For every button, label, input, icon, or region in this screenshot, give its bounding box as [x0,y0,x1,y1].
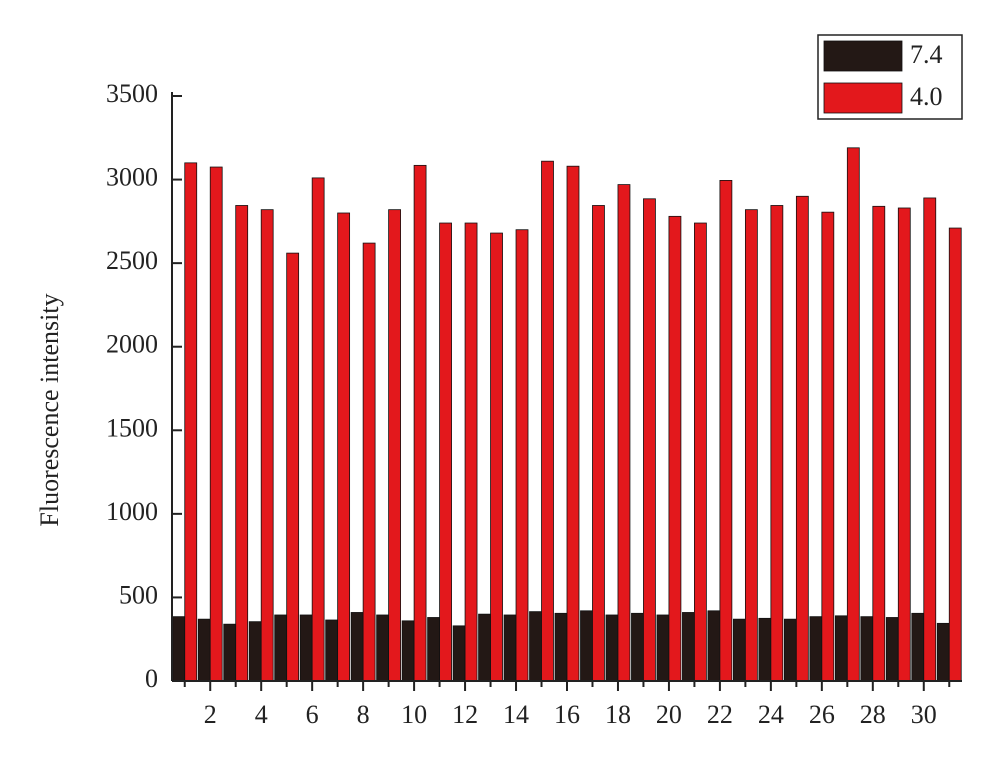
bar [872,205,886,682]
bar [846,147,860,682]
bar [401,620,415,682]
bar [744,209,758,682]
bar [592,205,605,682]
bar [223,623,237,682]
bar [770,205,784,682]
y-tick-label: 3000 [106,163,158,192]
bar [707,610,721,682]
x-tick-label: 16 [554,700,580,729]
x-tick-label: 18 [605,700,631,729]
x-tick-label: 30 [911,700,937,729]
bar [923,197,937,682]
bar [529,611,542,682]
bar [897,207,911,682]
bar [580,610,593,682]
bar [682,612,695,682]
bar [248,621,262,682]
bar [172,616,186,682]
bar [478,613,491,682]
bar [795,195,809,682]
bar [337,212,351,682]
bar [719,180,733,682]
y-tick-label: 2500 [106,246,158,275]
x-tick-label: 28 [860,700,886,729]
legend-label: 7.4 [910,40,943,69]
bar [605,614,619,682]
bar [631,612,644,682]
bar [541,160,554,682]
bar [515,229,529,682]
bar [758,617,772,682]
bar [656,614,670,682]
bar [834,615,848,682]
bar [388,209,401,682]
bar [733,618,746,682]
bar [311,177,325,682]
x-tick-label: 4 [255,700,268,729]
bar [413,164,427,682]
bar [490,232,503,682]
bar [260,209,274,682]
bar [911,612,925,682]
y-tick-label: 2000 [106,330,158,359]
bar [783,618,797,682]
x-tick-label: 22 [707,700,733,729]
bar [809,616,823,682]
x-tick-label: 10 [401,700,427,729]
bar [464,222,478,682]
x-tick-label: 26 [809,700,835,729]
bar [948,227,962,682]
bar [821,211,835,682]
x-tick-label: 12 [452,700,478,729]
bar [439,222,452,682]
bar [184,162,198,682]
bar [235,205,249,682]
legend-label: 4.0 [910,82,943,111]
bar [197,618,211,682]
bar [503,614,517,682]
bar [936,622,950,682]
bar [274,614,288,682]
legend-swatch [823,40,903,72]
bar [617,184,631,682]
y-axis-label: Fluorescence intensity [35,293,64,526]
legend-swatch [823,82,903,114]
x-tick-label: 14 [503,700,529,729]
bar [694,222,707,682]
bar [427,617,440,682]
x-tick-label: 6 [306,700,319,729]
bar [566,165,580,682]
y-tick-label: 1500 [106,413,158,442]
x-tick-label: 8 [357,700,370,729]
y-tick-label: 1000 [106,497,158,526]
bar [286,252,300,682]
bar [362,242,376,682]
bar [554,612,568,682]
bar [452,625,466,682]
bar [643,198,656,682]
y-tick-label: 0 [145,664,158,693]
x-tick-label: 2 [204,700,217,729]
bar [860,616,874,682]
x-tick-label: 20 [656,700,682,729]
bar [325,619,339,682]
y-tick-label: 3500 [106,79,158,108]
bar [885,617,899,682]
x-tick-label: 24 [758,700,784,729]
bar [299,614,313,682]
bar [376,614,390,682]
bar [350,612,364,682]
bar [209,166,223,682]
y-tick-label: 500 [119,580,158,609]
bar [668,215,682,682]
